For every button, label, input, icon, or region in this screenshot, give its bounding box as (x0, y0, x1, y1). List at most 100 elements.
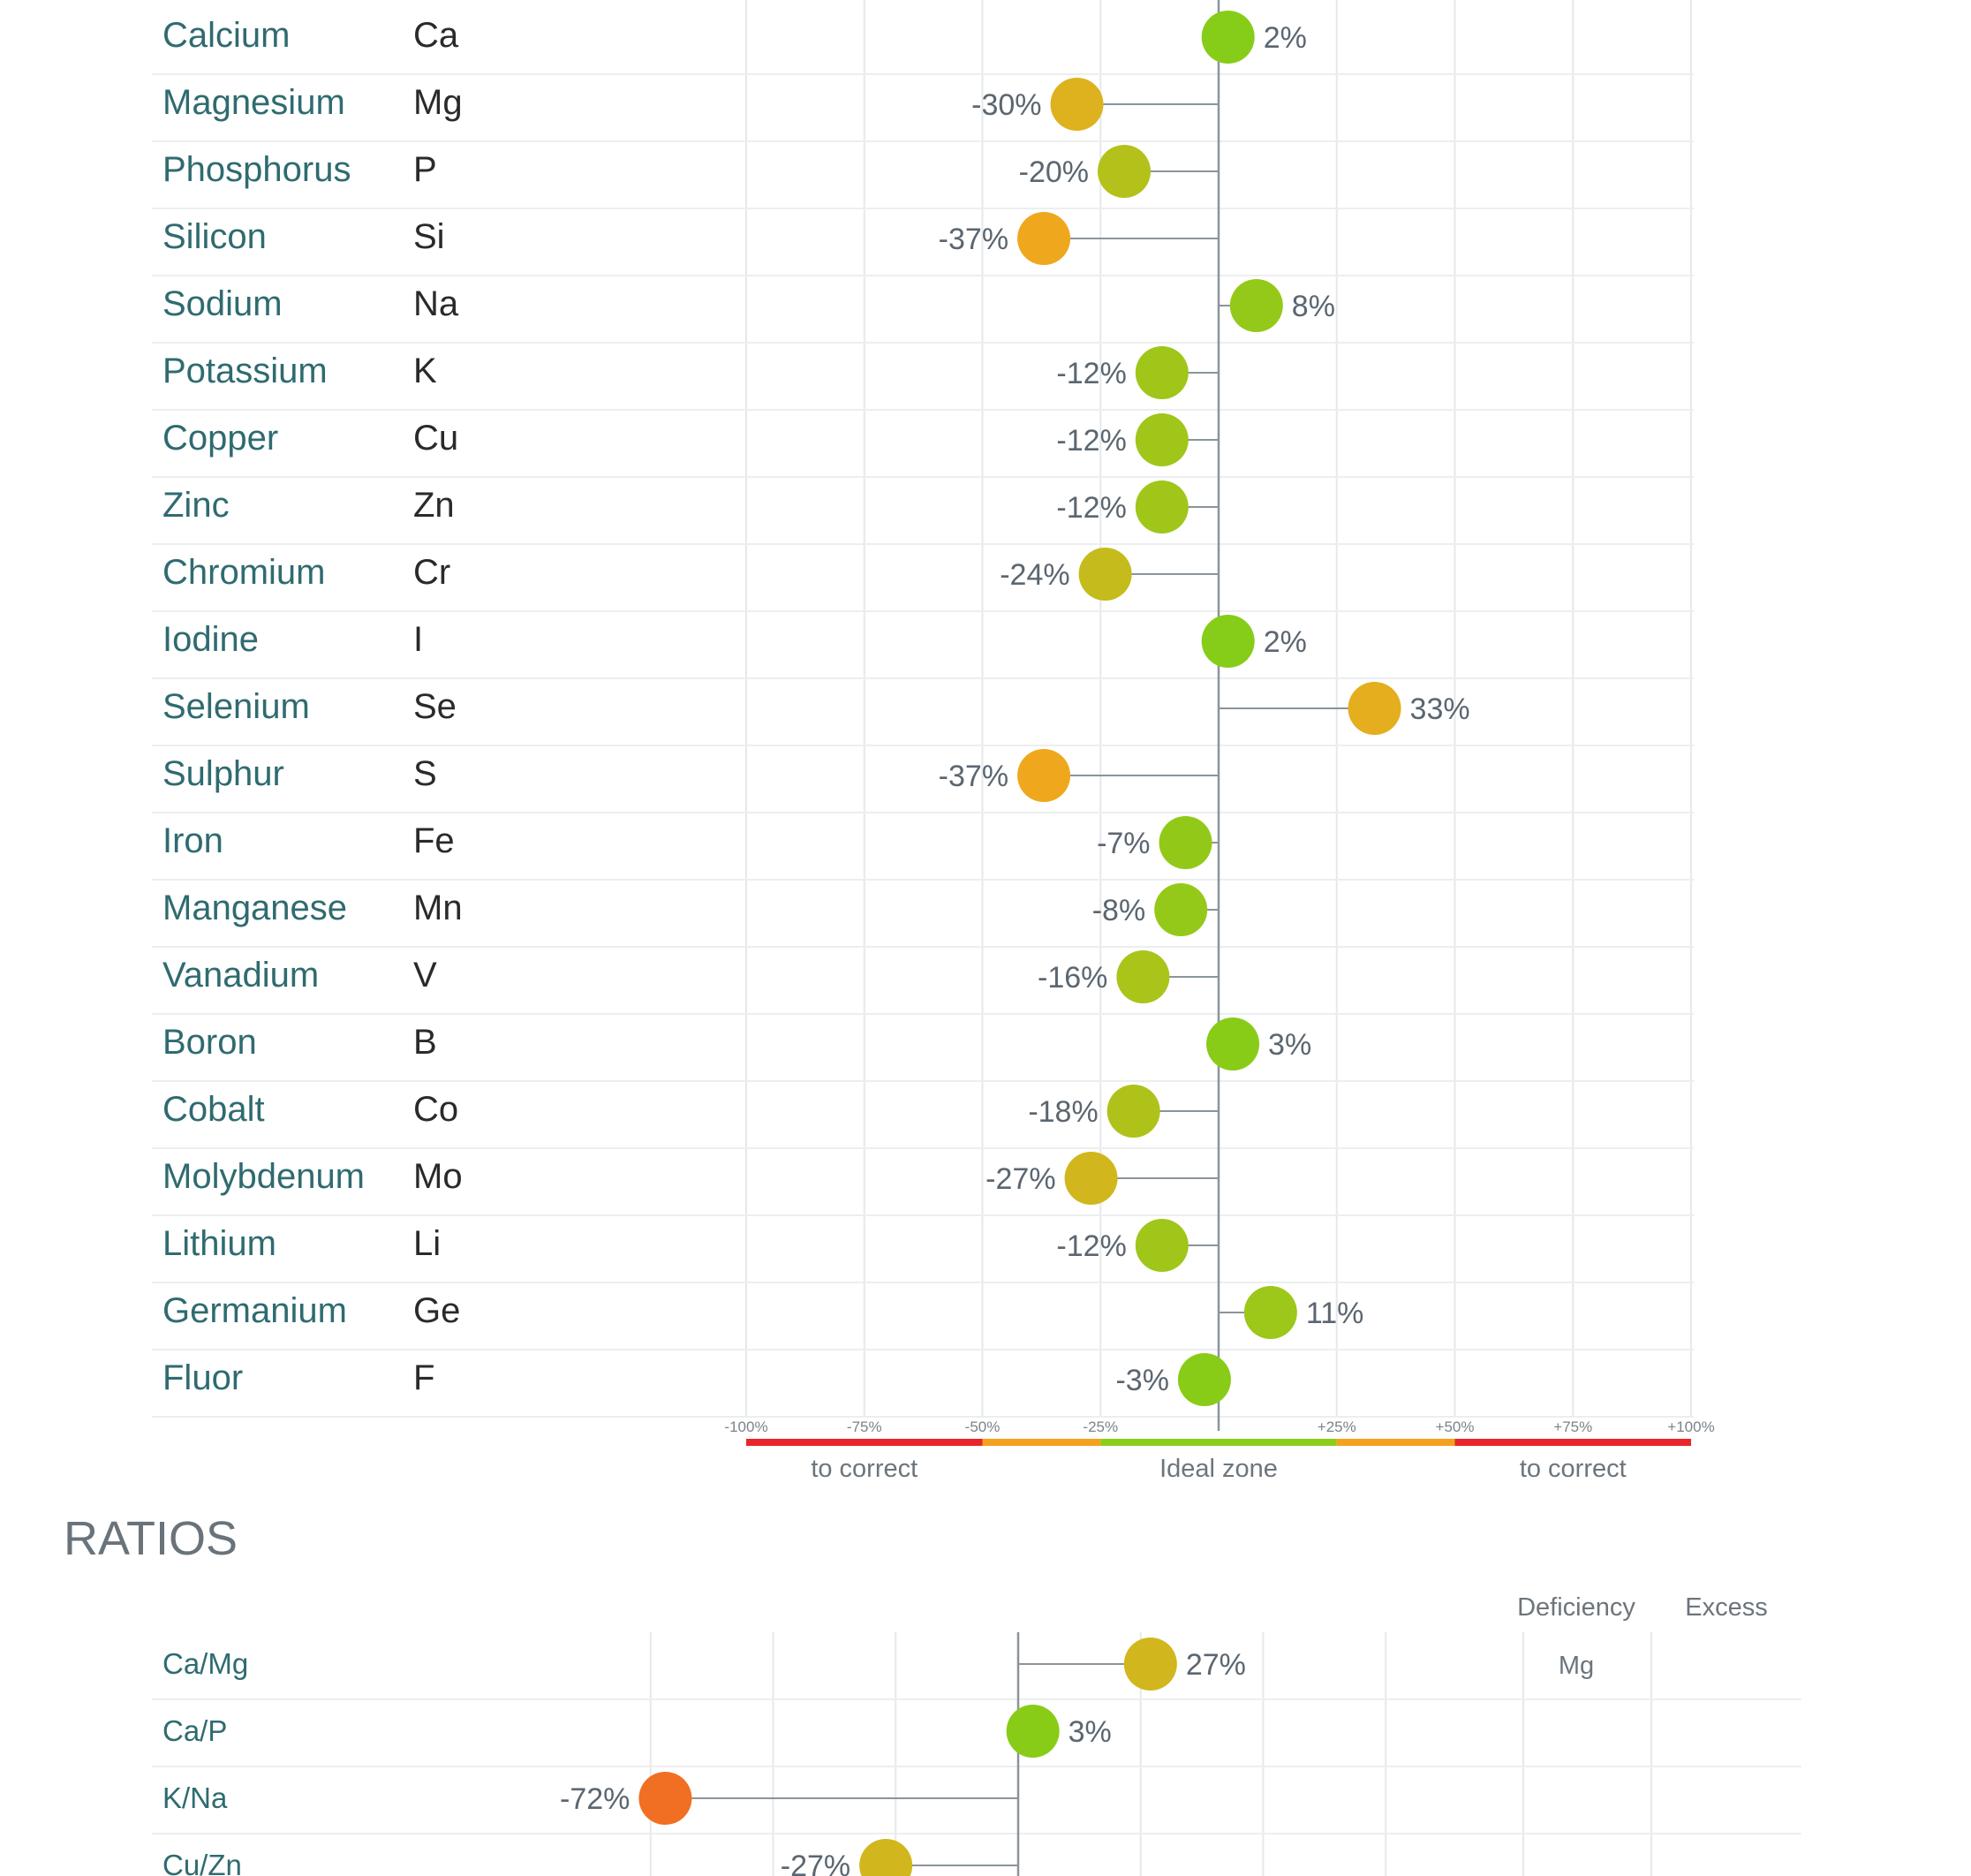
element-symbol: V (413, 956, 437, 995)
element-name: Zinc (162, 486, 230, 525)
element-symbol: Cr (413, 553, 450, 592)
value-dot (1229, 279, 1283, 332)
scale-tick-label: -50% (965, 1418, 1001, 1435)
value-label: 2% (1264, 625, 1307, 659)
element-symbol: Si (413, 217, 445, 256)
zone-label: to correct (1520, 1455, 1627, 1483)
element-name: Calcium (162, 16, 290, 55)
value-label: -24% (1000, 558, 1069, 592)
scale-tick-label: +25% (1318, 1418, 1356, 1435)
value-dot (1098, 145, 1151, 198)
value-label: -72% (560, 1782, 630, 1816)
value-label: -37% (939, 760, 1008, 793)
value-label: 27% (1186, 1648, 1246, 1682)
value-label: 8% (1292, 290, 1335, 323)
element-symbol: Ge (413, 1291, 460, 1330)
value-dot (1050, 78, 1104, 131)
value-label: -30% (971, 88, 1041, 122)
ratio-name: Ca/Mg (162, 1647, 248, 1680)
value-label: -27% (781, 1850, 850, 1876)
value-dot (1135, 346, 1189, 399)
value-label: 3% (1268, 1028, 1311, 1062)
value-label: -37% (939, 223, 1008, 256)
value-label: -12% (1056, 424, 1126, 458)
element-name: Germanium (162, 1291, 347, 1330)
scale-segment (1336, 1439, 1455, 1446)
value-label: -3% (1115, 1364, 1168, 1397)
element-name: Chromium (162, 553, 325, 592)
element-name: Iron (162, 821, 223, 860)
ratios-chart: Deficiency Excess Ca/Mg 27% Mg Ca/P 3% K/Na -72%… (152, 1593, 1801, 1876)
value-dot (859, 1839, 913, 1876)
value-label: -12% (1056, 1229, 1126, 1263)
element-name: Silicon (162, 217, 267, 256)
value-dot (1201, 615, 1255, 668)
element-symbol: Se (413, 687, 457, 726)
value-label: -27% (986, 1162, 1055, 1196)
element-name: Lithium (162, 1224, 276, 1263)
element-symbol: Cu (413, 419, 458, 458)
value-label: -18% (1028, 1095, 1098, 1129)
element-name: Cobalt (162, 1090, 265, 1129)
value-label: 11% (1306, 1297, 1364, 1330)
element-name: Vanadium (162, 956, 319, 995)
element-symbol: I (413, 620, 423, 659)
element-symbol: F (413, 1358, 434, 1397)
element-name: Iodine (162, 620, 259, 659)
scale-tick-label: -25% (1083, 1418, 1118, 1435)
value-dot (1177, 1353, 1231, 1406)
value-label: -16% (1038, 961, 1107, 995)
excess-header: Excess (1685, 1593, 1767, 1622)
value-dot (1243, 1286, 1297, 1339)
value-dot (1135, 480, 1189, 533)
element-name: Fluor (162, 1358, 243, 1397)
value-dot (1206, 1017, 1260, 1070)
element-name: Phosphorus (162, 150, 351, 189)
element-symbol: Mg (413, 83, 463, 122)
element-symbol: K (413, 352, 437, 390)
ratios-title: RATIOS (64, 1512, 238, 1565)
value-dot (1017, 212, 1071, 265)
value-label: 2% (1264, 21, 1307, 55)
value-dot (1064, 1152, 1118, 1205)
element-name: Selenium (162, 687, 310, 726)
value-dot (1106, 1085, 1160, 1138)
ideal-zone-scale: -100% -75% -50% -25% +25% +50% +75% +100% to cor… (724, 1418, 1714, 1483)
element-name: Manganese (162, 889, 347, 927)
element-symbol: Mo (413, 1157, 463, 1196)
value-label: -8% (1092, 894, 1145, 927)
element-name: Boron (162, 1023, 257, 1062)
value-label: -12% (1056, 357, 1126, 390)
ratio-name: Cu/Zn (162, 1849, 242, 1876)
element-symbol: B (413, 1023, 437, 1062)
element-symbol: Fe (413, 821, 455, 860)
value-label: 33% (1410, 692, 1470, 726)
element-symbol: Ca (413, 16, 459, 55)
scale-tick-label: +50% (1436, 1418, 1475, 1435)
value-dot (1006, 1705, 1060, 1758)
element-symbol: Li (413, 1224, 441, 1263)
element-symbol: P (413, 150, 437, 189)
zone-label: Ideal zone (1159, 1455, 1278, 1483)
value-label: -12% (1056, 491, 1126, 525)
value-label: -7% (1097, 827, 1150, 860)
scale-tick-label: -100% (724, 1418, 767, 1435)
value-dot (1135, 413, 1189, 466)
value-dot (638, 1772, 692, 1825)
value-dot (1159, 816, 1212, 869)
ratio-name: K/Na (162, 1781, 228, 1814)
scale-tick-label: -75% (847, 1418, 882, 1435)
element-symbol: Co (413, 1090, 458, 1129)
element-name: Magnesium (162, 83, 345, 122)
element-symbol: Na (413, 284, 459, 323)
value-dot (1201, 11, 1255, 64)
element-name: Molybdenum (162, 1157, 365, 1196)
element-name: Sodium (162, 284, 283, 323)
value-dot (1017, 749, 1071, 802)
zone-label: to correct (811, 1455, 918, 1483)
value-dot (1135, 1219, 1189, 1272)
deficiency-value: Mg (1559, 1652, 1594, 1680)
element-name: Potassium (162, 352, 328, 390)
scale-segment (982, 1439, 1101, 1446)
value-dot (1348, 682, 1401, 735)
